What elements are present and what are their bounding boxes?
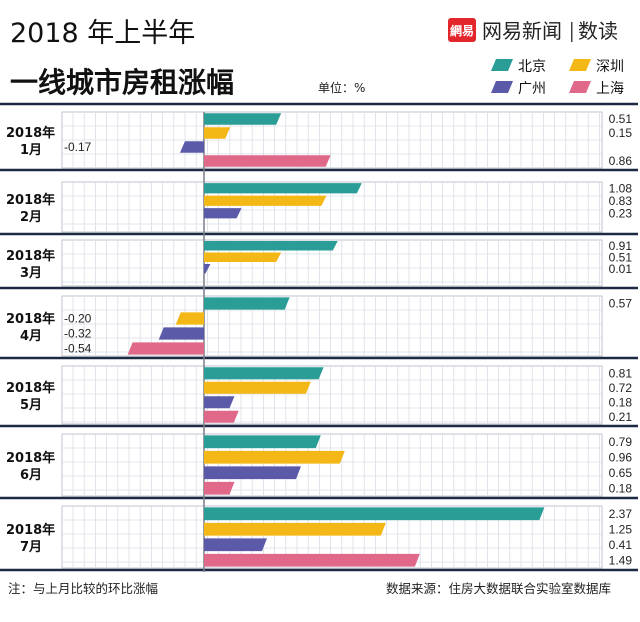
- month-label-month: 2月: [20, 210, 42, 225]
- brand-logo: 網易 网易新闻 数读: [448, 18, 618, 43]
- bar-北京: [204, 241, 338, 251]
- data-label: 0.72: [609, 381, 633, 395]
- bar-广州: [204, 538, 268, 552]
- bar-广州: [204, 208, 242, 219]
- data-label: 0.96: [609, 450, 633, 464]
- data-label: -0.54: [64, 342, 92, 356]
- legend-label-4: 上海: [596, 81, 624, 97]
- bar-深圳: [204, 252, 282, 262]
- data-label: 0.79: [609, 435, 633, 449]
- bar-北京: [204, 435, 321, 449]
- data-label: 0.15: [609, 126, 633, 140]
- bar-chart: 2018年1月0.510.15-0.170.862018年2月1.080.830…: [0, 102, 638, 572]
- month-label-year: 2018年: [6, 450, 55, 466]
- group-box: [61, 433, 603, 497]
- group-box: [61, 365, 603, 425]
- bar-上海: [204, 481, 235, 495]
- bar-北京: [204, 113, 282, 125]
- bar-广州: [158, 327, 204, 340]
- bar-上海: [204, 553, 420, 567]
- data-label: 1.49: [609, 553, 633, 567]
- data-label: 0.01: [609, 262, 633, 276]
- data-label: 0.18: [609, 395, 633, 409]
- data-label: 0.83: [609, 194, 633, 208]
- month-label-month: 7月: [20, 540, 42, 555]
- data-label: 2.37: [609, 507, 633, 521]
- month-label-month: 6月: [20, 468, 42, 483]
- watermark: 头条号 / 梧宇日记: [444, 596, 572, 615]
- data-label: 0.23: [609, 206, 633, 220]
- bar-上海: [127, 342, 204, 355]
- month-label-year: 2018年: [6, 380, 55, 396]
- data-label: 1.25: [609, 522, 633, 536]
- brand-divider: [571, 22, 573, 42]
- bar-广州: [204, 466, 301, 480]
- bar-北京: [204, 297, 290, 310]
- footer-source: 数据来源：住房大数据联合实验室数据库: [386, 581, 611, 596]
- data-label: 0.86: [609, 154, 633, 168]
- data-label: 0.21: [609, 410, 633, 424]
- month-label-month: 4月: [20, 329, 42, 344]
- grid: [0, 102, 638, 572]
- legend-swatch-1: [491, 59, 513, 71]
- bar-广州: [204, 264, 211, 274]
- title-line1: 2018 年上半年: [10, 18, 195, 49]
- brand-name: 网易新闻: [482, 19, 562, 43]
- bar-上海: [204, 155, 331, 167]
- bar-北京: [204, 183, 362, 194]
- month-label-year: 2018年: [6, 311, 55, 327]
- bar-深圳: [204, 127, 231, 139]
- month-label-year: 2018年: [6, 192, 55, 208]
- bar-深圳: [175, 312, 204, 325]
- brand-sub: 数读: [578, 19, 618, 43]
- month-label-month: 1月: [20, 143, 42, 158]
- bar-北京: [204, 367, 324, 380]
- legend-label-1: 北京: [518, 59, 546, 75]
- data-label: 0.81: [609, 366, 633, 380]
- legend-swatch-2: [569, 59, 591, 71]
- data-label: 0.91: [609, 239, 633, 253]
- data-label: 0.51: [609, 250, 633, 264]
- data-label: 1.08: [609, 181, 633, 195]
- month-label-year: 2018年: [6, 248, 55, 264]
- bar-深圳: [204, 450, 345, 464]
- month-label-year: 2018年: [6, 522, 55, 538]
- data-label: -0.20: [64, 312, 92, 326]
- bar-广州: [204, 396, 235, 409]
- legend-swatch-4: [569, 81, 591, 93]
- footer-note: 注：与上月比较的环比涨幅: [8, 581, 158, 596]
- title-line2: 一线城市房租涨幅: [10, 66, 234, 99]
- data-label: 0.41: [609, 538, 633, 552]
- data-label: 0.51: [609, 112, 633, 126]
- month-label-month: 3月: [20, 266, 42, 281]
- data-label: 0.65: [609, 466, 633, 480]
- data-label: 0.57: [609, 297, 633, 311]
- month-label-year: 2018年: [6, 125, 55, 141]
- data-label: -0.17: [64, 140, 92, 154]
- bar-深圳: [204, 522, 386, 536]
- legend-label-2: 深圳: [596, 59, 624, 75]
- data-label: -0.32: [64, 327, 92, 341]
- legend-swatch-3: [491, 81, 513, 93]
- month-label-month: 5月: [20, 398, 42, 413]
- bar-深圳: [204, 381, 311, 394]
- unit-label: 单位：%: [318, 80, 365, 95]
- legend-label-3: 广州: [518, 81, 546, 97]
- bar-广州: [179, 141, 204, 153]
- bar-北京: [204, 507, 545, 521]
- bar-上海: [204, 410, 239, 423]
- brand-logo-badge: [448, 18, 476, 42]
- bar-深圳: [204, 195, 327, 206]
- data-label: 0.18: [609, 481, 633, 495]
- brand-logo-text: 網易: [450, 23, 474, 38]
